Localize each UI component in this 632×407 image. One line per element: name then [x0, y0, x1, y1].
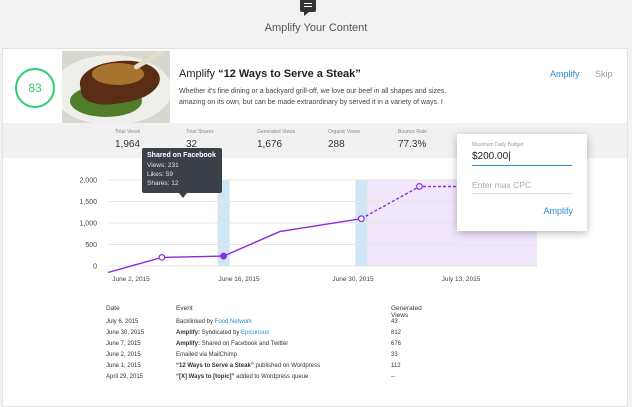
budget-label: Maximum Daily Budget: [472, 142, 524, 148]
tooltip-shares: Shares: 12: [147, 180, 179, 187]
chart-tooltip: Shared on Facebook Views: 231 Likes: 59 …: [142, 148, 222, 198]
event-description: Amplify: Shared on Facebook and Twitter: [176, 341, 288, 347]
y-tick-label: 1,000: [79, 221, 97, 228]
event-date: June 30, 2015: [106, 330, 145, 336]
skip-link[interactable]: Skip: [595, 69, 613, 79]
event-bold: Amplify:: [176, 341, 200, 347]
data-point: [220, 252, 227, 260]
event-generated-views: 33: [391, 352, 398, 358]
amplify-popover: Maximum Daily Budget $200.00| Enter max …: [457, 134, 587, 231]
x-tick-label: June 2, 2015: [112, 276, 150, 283]
content-card: 83 Amplify “12 Ways to Serve a Steak” Wh…: [2, 48, 628, 407]
event-description: “[X] Ways to [topic]” added to Wordpress…: [176, 374, 308, 380]
data-point: [416, 183, 423, 190]
event-generated-views: 676: [391, 341, 402, 347]
stat-generated-views: Generated Views 1,676: [257, 129, 296, 150]
event-date: June 1, 2015: [106, 363, 141, 369]
article-headline: Amplify “12 Ways to Serve a Steak”: [179, 68, 361, 80]
event-date: July 6, 2015: [106, 319, 139, 325]
headline-title: “12 Ways to Serve a Steak”: [218, 68, 361, 80]
event-link[interactable]: Food Network: [214, 319, 253, 325]
event-generated-views: 812: [391, 330, 402, 336]
tooltip-likes: Likes: 59: [147, 171, 174, 178]
y-tick-label: 0: [93, 264, 97, 271]
event-description: Backlinked by Food Network: [176, 319, 252, 325]
event-date: June 2, 2015: [106, 352, 141, 358]
event-generated-views: 43: [391, 319, 398, 325]
table-row: June 2, 2015 Emailed via MailChimp 33: [106, 352, 526, 362]
tooltip-views: Views: 231: [147, 162, 179, 169]
table-row: June 7, 2015 Amplify: Shared on Facebook …: [106, 341, 526, 351]
amplify-link[interactable]: Amplify: [550, 69, 580, 79]
x-tick-label: July 13, 2015: [442, 276, 481, 283]
event-text: Backlinked by: [176, 319, 215, 325]
y-tick-label: 500: [85, 242, 97, 249]
content-feed-icon: [300, 0, 316, 16]
table-row: June 30, 2015 Amplify: Syndicated by Epic…: [106, 330, 526, 340]
max-cpc-input[interactable]: Enter max CPC: [472, 180, 572, 194]
event-text: published on Wordpress: [253, 363, 321, 369]
stat-organic-views: Organic Views 288: [328, 129, 361, 150]
article-excerpt: Whether it's fine dining or a backyard g…: [179, 88, 447, 106]
event-text: added to Wordpress queue: [234, 374, 309, 380]
table-row: June 1, 2015 “12 Ways to Serve a Steak” p…: [106, 363, 526, 373]
event-date: June 7, 2015: [106, 341, 141, 347]
budget-input[interactable]: $200.00|: [472, 151, 572, 166]
stat-total-shares: Total Shares 32: [186, 129, 214, 150]
stat-bounce-rate: Bounce Rate 77.3%: [398, 129, 427, 150]
x-tick-label: June 30, 2015: [332, 276, 374, 283]
popover-amplify-button[interactable]: Amplify: [543, 206, 573, 216]
event-bold: “[X] Ways to [topic]”: [176, 374, 235, 380]
event-generated-views: 112: [391, 363, 401, 369]
article-thumbnail: [62, 51, 170, 124]
header-generated-views: Generated Views: [391, 305, 422, 319]
event-generated-views: --: [391, 374, 395, 380]
y-tick-label: 2,000: [79, 178, 97, 185]
tooltip-title: Shared on Facebook: [147, 152, 216, 159]
data-point: [158, 253, 166, 261]
event-date: April 29, 2015: [106, 374, 144, 380]
score-badge: 83: [15, 68, 55, 108]
event-text: Shared on Facebook and Twitter: [200, 341, 289, 347]
data-point: [357, 215, 365, 223]
event-link[interactable]: Epicurious: [241, 330, 270, 336]
y-tick-label: 1,500: [79, 199, 97, 206]
table-row: April 29, 2015 “[X] Ways to [topic]” adde…: [106, 374, 526, 384]
event-description: Emailed via MailChimp: [176, 352, 237, 358]
event-description: “12 Ways to Serve a Steak” published on …: [176, 363, 320, 369]
header-event: Event: [176, 305, 193, 312]
headline-prefix: Amplify: [179, 68, 219, 80]
table-row: July 6, 2015 Backlinked by Food Network 43: [106, 319, 526, 329]
x-tick-label: June 16, 2015: [218, 276, 260, 283]
page-title: Amplify Your Content: [264, 22, 368, 34]
event-text: Emailed via MailChimp: [176, 352, 238, 358]
header-date: Date: [106, 305, 120, 312]
event-description: Amplify: Syndicated by Epicurious: [176, 330, 269, 336]
stat-total-views: Total Views 1,964: [115, 129, 141, 150]
event-text: Syndicated by: [200, 330, 242, 336]
event-bold: “12 Ways to Serve a Steak”: [176, 363, 254, 369]
event-bold: Amplify:: [176, 330, 200, 336]
views-line: [107, 218, 362, 274]
